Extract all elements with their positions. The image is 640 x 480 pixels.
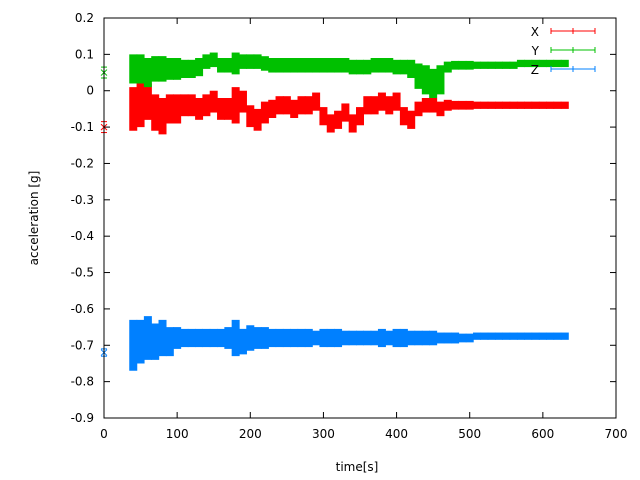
- plot-marks: [100, 52, 569, 371]
- axis-ticks: 0 100 200 300 400 500 600 700 0.2 0.1 0 -0.1 -0.2 -0.…: [71, 11, 628, 441]
- y-axis-label: acceleration [g]: [27, 171, 41, 266]
- legend: XYZ: [531, 25, 596, 77]
- x-tick-label: 500: [458, 427, 481, 441]
- y-tick-label: 0.2: [75, 11, 94, 25]
- y-tick-label: -0.9: [71, 411, 94, 425]
- y-tick-label: -0.2: [71, 156, 94, 170]
- y-tick-label: 0.1: [75, 47, 94, 61]
- legend-label: Y: [531, 44, 540, 58]
- x-tick-label: 300: [312, 427, 335, 441]
- legend-label: X: [531, 25, 539, 39]
- y-tick-label: -0.4: [71, 229, 94, 243]
- x-tick-label: 600: [531, 427, 554, 441]
- x-tick-label: 400: [385, 427, 408, 441]
- y-tick-label: -0.1: [71, 120, 94, 134]
- y-tick-label: -0.5: [71, 266, 94, 280]
- y-tick-label: -0.7: [71, 338, 94, 352]
- plot-frame: [103, 17, 617, 419]
- legend-label: Z: [531, 63, 539, 77]
- x-tick-label: 200: [239, 427, 262, 441]
- series-z: [100, 316, 569, 371]
- y-tick-label: -0.6: [71, 302, 94, 316]
- x-tick-label: 0: [100, 427, 108, 441]
- y-tick-label: 0: [86, 84, 94, 98]
- x-tick-label: 700: [605, 427, 628, 441]
- series-x: [100, 83, 569, 135]
- x-axis-label: time[s]: [336, 460, 379, 474]
- series-y: [100, 52, 569, 98]
- y-tick-label: -0.3: [71, 193, 94, 207]
- x-tick-label: 100: [166, 427, 189, 441]
- y-tick-label: -0.8: [71, 375, 94, 389]
